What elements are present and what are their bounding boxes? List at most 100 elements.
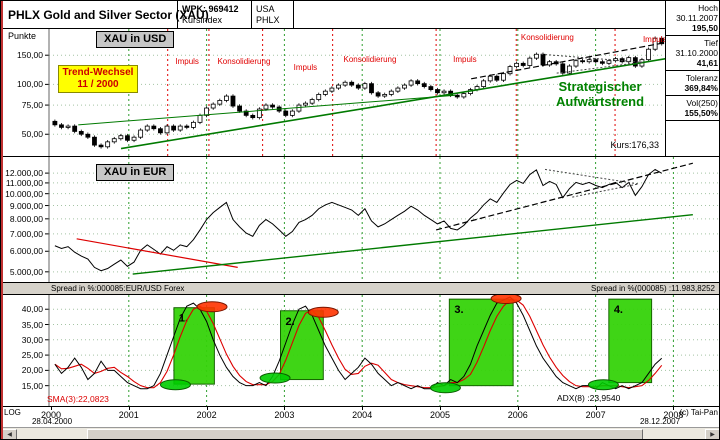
strategy-note[interactable]: Strategischer Aufwärtstrend	[529, 79, 665, 109]
candle-body	[481, 80, 487, 87]
candle-body	[441, 90, 447, 94]
eur-chart-panel[interactable]: XAU in EUR 12.000,00 11.000,00 10.000,00 9.…	[1, 157, 719, 283]
candle-body	[131, 136, 137, 141]
usd-chart-panel[interactable]: Punkte XAU in USD Trend-Wechsel 11 / 200…	[1, 29, 665, 157]
y-tick-label: 6.000,00	[9, 246, 43, 257]
year-label: 2001	[118, 410, 139, 420]
phase-label: Impuls	[293, 63, 318, 72]
candle-body	[540, 53, 546, 66]
candle-body	[151, 125, 157, 130]
candle-body	[362, 83, 368, 89]
candle-body	[527, 57, 533, 66]
scroll-right-icon[interactable]: ▶	[705, 429, 719, 439]
strategy-line2: Aufwärtstrend	[555, 94, 645, 109]
y-tick-label: 12.000,00	[5, 168, 43, 179]
candle-body	[560, 63, 566, 74]
scrollbar-thumb[interactable]	[87, 429, 643, 439]
header-divider	[177, 1, 178, 29]
candle-body	[454, 94, 460, 98]
y-tick-label: 11.000,00	[5, 177, 43, 188]
candle-body	[204, 107, 210, 116]
candle-body	[322, 90, 328, 95]
candle-body	[461, 93, 467, 98]
high-date: 30.11.2007	[676, 13, 718, 23]
year-tick-mark	[206, 407, 208, 410]
year-tick-mark	[440, 407, 441, 410]
volatility-label: Vol(250)	[686, 98, 718, 108]
candle-body	[52, 120, 58, 126]
candle-body	[566, 65, 572, 74]
window-left-accent	[1, 1, 3, 439]
scroll-left-icon[interactable]: ◀	[2, 429, 17, 439]
candle-body	[316, 94, 322, 100]
candle-body	[98, 144, 104, 148]
candle-body	[355, 84, 361, 89]
candle-body	[606, 60, 612, 64]
chart-header: PHLX Gold and Silver Sector (XAU) WPK: 9…	[1, 1, 665, 29]
signal-zone	[448, 298, 514, 387]
trough-marker	[259, 372, 291, 384]
year-tick-mark	[51, 407, 52, 410]
candle-body	[158, 128, 163, 134]
index-type-label: Kursindex	[182, 15, 223, 25]
low-date: 31.10.2000	[675, 48, 718, 58]
adx-value-label: ADX(8) :23,9540	[557, 393, 621, 403]
stats-panel: Hoch 30.11.2007 195,50 Tief 31.10.2000 4…	[665, 1, 719, 157]
signal-zone	[173, 307, 215, 385]
tolerance-label: Toleranz	[685, 73, 718, 83]
candle-body	[309, 99, 315, 104]
year-label: 2004	[352, 410, 373, 420]
indicator-panel[interactable]: 1. 2. 3. 4. SMA(3):22,0823 ADX(8) :23,9540 …	[1, 295, 719, 407]
y-tick-label: 10.000,00	[5, 188, 43, 199]
trend-change-note[interactable]: Trend-Wechsel 11 / 2000	[58, 65, 138, 93]
phase-label: Konsolidierung	[343, 55, 397, 64]
strategy-line1: Strategischer	[558, 79, 642, 94]
candle-body	[520, 62, 526, 66]
scale-mode-label: LOG	[4, 408, 21, 417]
old-downtrend-line	[76, 238, 238, 268]
peak-marker	[196, 301, 228, 313]
candle-body	[138, 129, 144, 138]
y-tick-label: 15,00	[21, 380, 43, 391]
y-tick-label: 50,00	[21, 129, 43, 140]
trough-marker	[429, 382, 461, 394]
phase-label: Impuls	[642, 35, 665, 44]
candle-body	[243, 110, 249, 116]
consolidation-upper-line	[544, 168, 639, 185]
phase-label: Impuls	[175, 57, 199, 66]
y-tick-label: 25,00	[21, 350, 43, 361]
y-tick-label: 20,00	[21, 365, 43, 376]
y-tick-label: 100,00	[17, 79, 43, 90]
year-label: 2006	[507, 410, 528, 420]
price-line	[54, 168, 662, 272]
candle-body	[415, 80, 421, 85]
candle-body	[342, 81, 348, 86]
candle-body	[501, 73, 506, 81]
candle-body	[270, 104, 275, 108]
y-tick-label: 75,00	[21, 100, 43, 111]
candle-body	[507, 66, 513, 75]
candle-body	[164, 125, 170, 134]
candle-body	[487, 75, 493, 82]
y-tick-label: 8.000,00	[9, 213, 43, 224]
volatility-block: Vol(250) 155,50%	[666, 96, 719, 121]
candle-body	[382, 94, 388, 97]
candle-body	[191, 121, 196, 128]
eur-panel-label: XAU in EUR	[96, 164, 175, 181]
candle-body	[349, 81, 355, 86]
candle-body	[408, 80, 414, 86]
sma-value-label: SMA(3):22,0823	[47, 394, 109, 404]
candle-body	[421, 83, 427, 87]
candle-body	[177, 125, 183, 131]
candle-body	[144, 125, 150, 131]
zone-number: 2.	[286, 316, 295, 328]
candle-body	[111, 138, 117, 143]
horizontal-scrollbar[interactable]: ◀ ▶	[1, 427, 719, 439]
copyright-label: (c) Tai-Pan	[679, 408, 718, 417]
high-block: Hoch 30.11.2007 195,50	[666, 1, 719, 36]
candle-body	[59, 124, 64, 128]
signal-zone	[608, 298, 653, 384]
usd-chart-canvas	[45, 29, 665, 156]
trough-marker	[587, 379, 619, 391]
